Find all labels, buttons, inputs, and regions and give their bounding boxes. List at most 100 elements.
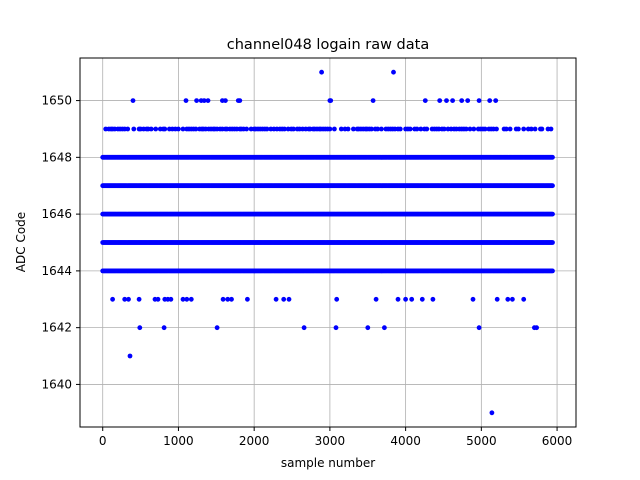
data-point bbox=[395, 296, 401, 302]
data-point bbox=[319, 69, 324, 75]
data-point bbox=[127, 353, 133, 359]
data-point bbox=[153, 126, 159, 132]
data-point bbox=[507, 126, 513, 132]
x-axis-label: sample number bbox=[281, 456, 375, 470]
data-point bbox=[471, 126, 477, 132]
data-point bbox=[550, 154, 555, 160]
data-point bbox=[184, 296, 190, 302]
data-point bbox=[505, 296, 511, 302]
data-point bbox=[282, 126, 287, 132]
data-point bbox=[528, 126, 534, 132]
data-point bbox=[550, 211, 555, 217]
data-point bbox=[476, 325, 482, 331]
data-point bbox=[391, 69, 396, 75]
y-tick-label: 1650 bbox=[41, 94, 72, 108]
data-point bbox=[176, 126, 181, 132]
data-point bbox=[223, 98, 228, 103]
data-point bbox=[521, 296, 527, 302]
data-point bbox=[148, 126, 154, 132]
y-tick-label: 1644 bbox=[41, 264, 72, 278]
x-tick-label: 3000 bbox=[315, 434, 346, 448]
data-point bbox=[237, 98, 243, 103]
data-point bbox=[550, 183, 555, 189]
x-tick-label: 6000 bbox=[542, 434, 573, 448]
data-point bbox=[369, 126, 374, 132]
data-point bbox=[162, 126, 168, 132]
data-point bbox=[273, 296, 279, 302]
data-points bbox=[100, 69, 555, 416]
x-tick-label: 1000 bbox=[163, 434, 194, 448]
data-point bbox=[327, 126, 333, 132]
y-tick-label: 1640 bbox=[41, 377, 72, 391]
data-point bbox=[414, 126, 420, 132]
data-point bbox=[430, 296, 436, 302]
data-point bbox=[225, 296, 231, 302]
data-point bbox=[264, 126, 270, 132]
data-point bbox=[379, 126, 384, 132]
data-point bbox=[482, 126, 488, 132]
data-point bbox=[441, 126, 447, 132]
data-point bbox=[407, 126, 413, 132]
data-point bbox=[281, 296, 287, 302]
data-point bbox=[333, 325, 339, 331]
data-point bbox=[459, 98, 465, 103]
y-axis-label: ADC Code bbox=[14, 212, 28, 272]
data-point bbox=[220, 296, 226, 302]
data-point bbox=[403, 296, 408, 302]
data-point bbox=[450, 98, 455, 103]
data-point bbox=[338, 126, 344, 132]
y-tick-label: 1646 bbox=[41, 207, 72, 221]
data-point bbox=[334, 296, 340, 302]
data-point bbox=[137, 325, 143, 331]
data-point bbox=[229, 296, 234, 302]
data-point bbox=[532, 126, 538, 132]
data-point bbox=[194, 98, 200, 103]
data-point bbox=[397, 126, 403, 132]
data-point bbox=[180, 126, 186, 132]
data-point bbox=[365, 325, 371, 331]
data-point bbox=[345, 126, 351, 132]
data-point bbox=[373, 296, 379, 302]
data-point bbox=[375, 126, 380, 132]
data-point bbox=[409, 296, 415, 302]
data-point bbox=[110, 296, 115, 302]
data-point bbox=[437, 98, 443, 103]
data-point bbox=[301, 325, 307, 331]
data-point bbox=[214, 325, 220, 331]
x-tick-label: 5000 bbox=[466, 434, 497, 448]
data-point bbox=[193, 126, 199, 132]
data-point bbox=[126, 296, 131, 302]
data-point bbox=[550, 268, 555, 274]
data-point bbox=[493, 98, 499, 103]
data-point bbox=[539, 126, 545, 132]
data-point bbox=[201, 98, 207, 103]
data-point bbox=[122, 296, 128, 302]
data-point bbox=[503, 126, 509, 132]
data-point bbox=[370, 98, 376, 103]
data-point bbox=[470, 296, 476, 302]
x-tick-label: 4000 bbox=[390, 434, 421, 448]
data-point bbox=[465, 98, 471, 103]
data-point bbox=[332, 126, 337, 132]
data-point bbox=[444, 98, 449, 103]
data-point bbox=[183, 98, 189, 103]
data-point bbox=[136, 296, 142, 302]
data-point bbox=[419, 296, 425, 302]
data-point bbox=[494, 126, 499, 132]
data-point bbox=[510, 296, 515, 302]
x-axis-ticks: 0 1000 2000 3000 4000 5000 6000 bbox=[99, 427, 572, 448]
chart-title: channel048 logain raw data bbox=[227, 37, 429, 53]
data-point bbox=[286, 296, 292, 302]
data-point bbox=[382, 325, 387, 331]
data-point bbox=[521, 126, 527, 132]
x-tick-label: 2000 bbox=[239, 434, 270, 448]
data-point bbox=[155, 296, 161, 302]
data-point bbox=[180, 296, 186, 302]
data-point bbox=[130, 98, 136, 103]
data-point bbox=[548, 126, 554, 132]
data-point bbox=[487, 98, 493, 103]
data-point bbox=[516, 126, 521, 132]
data-point bbox=[131, 126, 137, 132]
